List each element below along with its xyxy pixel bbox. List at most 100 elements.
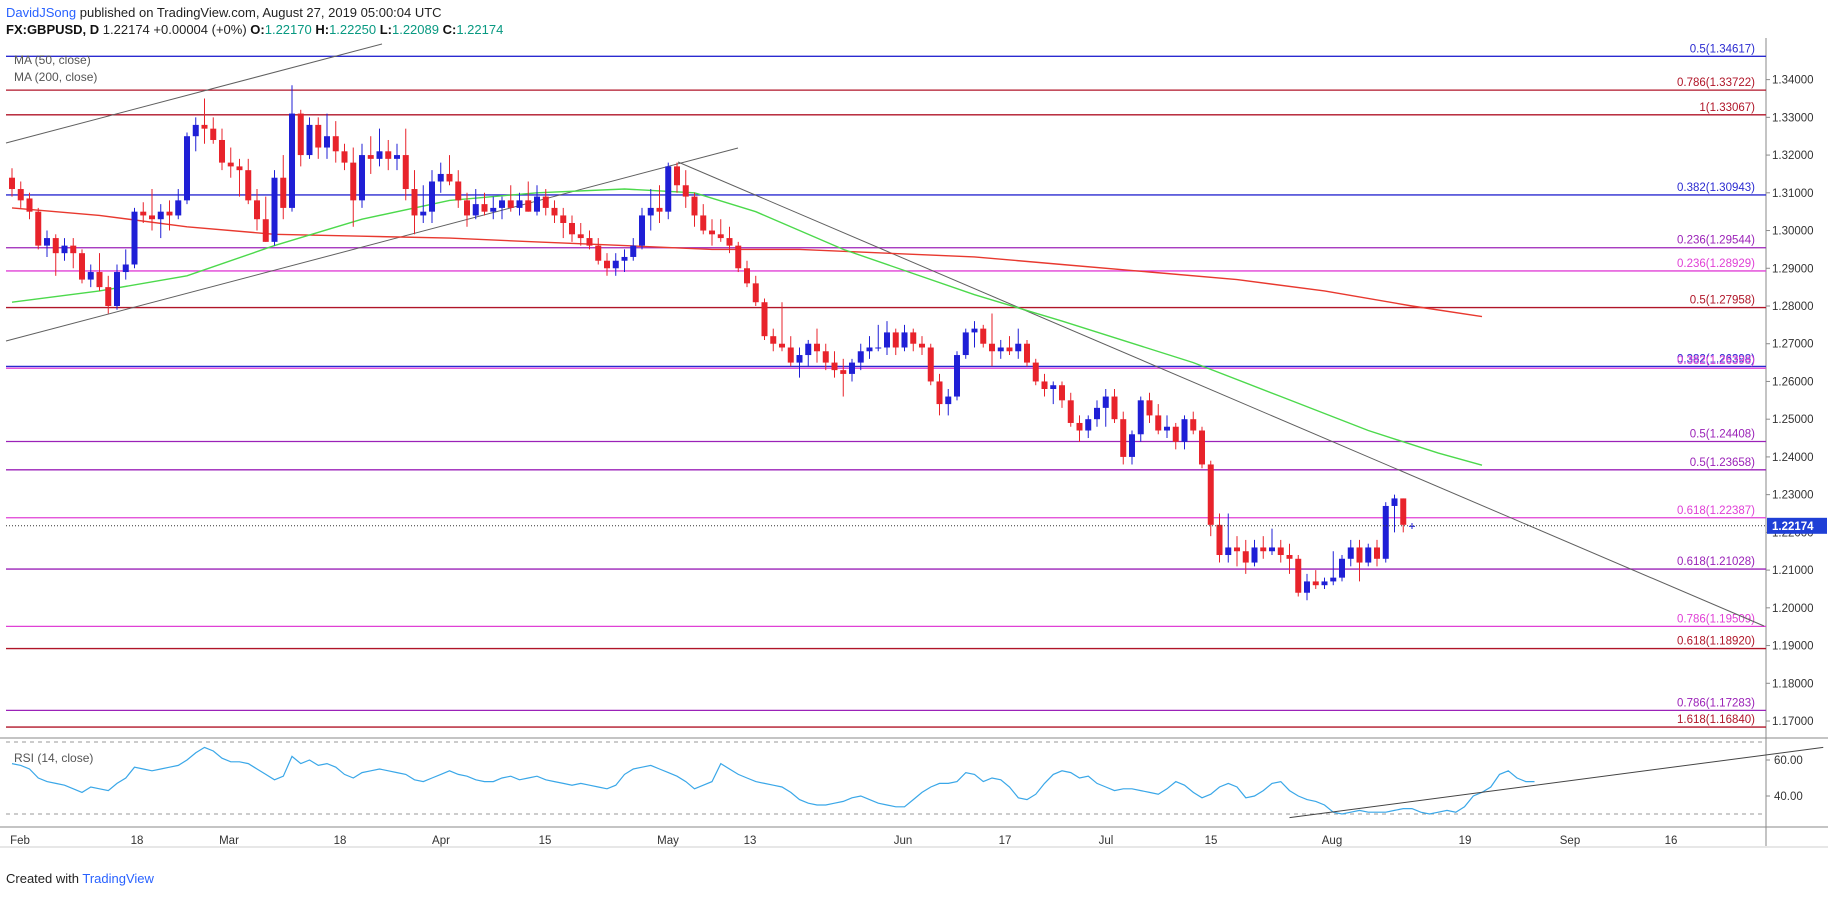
candle-body — [1234, 547, 1240, 552]
candle-body — [656, 207, 663, 212]
fib-levels: 0.5(1.34617) 0.786(1.33722) 1(1.33067) 0.38… — [6, 43, 1766, 728]
trendlines — [5, 43, 1765, 627]
candle-body — [954, 355, 960, 397]
fib-level-label: 0.382(1.26398) — [1677, 355, 1755, 367]
candle-body — [350, 162, 357, 201]
candle-body — [429, 181, 435, 212]
fib-level-label: 1(1.33067) — [1699, 102, 1755, 114]
candle-body — [875, 347, 882, 349]
time-tick-label: 17 — [999, 835, 1012, 847]
open-value: 1.22170 — [264, 22, 312, 37]
candle-body — [131, 211, 138, 265]
ma200-legend: MA (200, close) — [14, 70, 97, 84]
candle-body — [989, 343, 995, 352]
candle-body — [236, 166, 243, 171]
tradingview-logo[interactable]: TradingView — [82, 871, 154, 886]
candle-body — [1015, 343, 1022, 352]
fib-level-label: 0.618(1.22387) — [1677, 505, 1755, 517]
candle-body — [210, 128, 217, 140]
time-tick-label: 18 — [131, 835, 144, 847]
candle-body — [87, 272, 94, 280]
fib-level-label: 0.5(1.23658) — [1690, 457, 1755, 469]
candle-body — [219, 139, 225, 163]
descending-trendline — [677, 161, 1765, 627]
fib-level-label: 0.5(1.24408) — [1690, 429, 1755, 441]
ma50-line — [11, 188, 1483, 466]
candle-body — [647, 207, 654, 216]
candle-body — [1059, 385, 1065, 401]
candle-body — [1076, 422, 1083, 431]
candle-body — [1330, 577, 1337, 582]
rsi-trendline — [1289, 746, 1824, 819]
candle-body — [1006, 347, 1013, 352]
low-value: 1.22089 — [391, 22, 439, 37]
time-tick-label: May — [657, 835, 679, 847]
price-tick-label: 1.34000 — [1772, 75, 1814, 87]
candle-body — [525, 200, 532, 212]
author-link[interactable]: DavidJSong — [6, 5, 77, 20]
candle-body — [612, 260, 619, 269]
high-value: 1.22250 — [329, 22, 377, 37]
fib-level-label: 0.5(1.27958) — [1690, 295, 1755, 307]
candle-body — [472, 204, 479, 216]
candle-body — [962, 332, 969, 356]
candle-body — [376, 151, 383, 159]
time-tick-label: 18 — [334, 835, 347, 847]
time-tick-label: 16 — [1665, 835, 1678, 847]
candle-body — [1067, 400, 1074, 423]
candle-body — [1251, 547, 1258, 563]
candle-body — [1269, 547, 1275, 552]
time-tick-label: 19 — [1459, 835, 1472, 847]
candle-body — [271, 177, 278, 242]
candle-body — [166, 211, 173, 216]
rsi-pane: 60.00 40.00 — [6, 741, 1824, 819]
time-tick-label: Aug — [1322, 835, 1342, 847]
candle-body — [560, 215, 567, 223]
time-tick-label: 15 — [1205, 835, 1218, 847]
created-with-label: Created with — [6, 871, 79, 886]
candle-body — [1225, 547, 1232, 556]
candle-body — [149, 215, 155, 220]
candle-body — [411, 189, 418, 216]
price-tick-label: 1.28000 — [1772, 301, 1814, 313]
candle-body — [595, 245, 602, 261]
candle-body — [17, 189, 24, 201]
rsi-legend: RSI (14, close) — [14, 751, 93, 765]
last-price-tag — [1767, 517, 1827, 534]
candle-body — [184, 136, 190, 201]
candle-body — [604, 260, 610, 269]
fib-level-label: 0.236(1.29544) — [1677, 235, 1755, 247]
candle-body — [927, 347, 934, 382]
price-tick-label: 1.33000 — [1772, 112, 1814, 124]
candle-body — [1242, 551, 1249, 563]
candle-body — [1120, 419, 1127, 457]
footer: Created with TradingView — [6, 871, 154, 886]
candle-body — [796, 355, 803, 363]
candle-body — [341, 151, 348, 163]
candle-body — [1365, 547, 1372, 563]
candle-body — [516, 200, 523, 208]
candle-body — [1137, 400, 1144, 435]
candle-body — [105, 287, 112, 306]
candles — [6, 85, 1766, 601]
symbol-label: FX:GBPUSD, D — [6, 22, 100, 37]
price-tick-label: 1.17000 — [1772, 716, 1814, 728]
candle-body — [455, 181, 462, 201]
fib-level-label: 0.5(1.34617) — [1690, 43, 1755, 55]
fib-level-label: 0.618(1.18920) — [1677, 636, 1755, 648]
ohlc-line: FX:GBPUSD, D 1.22174 +0.00004 (+0%) O:1.… — [6, 21, 503, 38]
candle-body — [394, 155, 400, 159]
ma200-line — [11, 207, 1483, 318]
close-value: 1.22174 — [456, 22, 504, 37]
candle-body — [936, 381, 943, 405]
fib-level-label: 0.382(1.26398) — [1677, 353, 1755, 365]
candle-body — [52, 238, 59, 254]
price-tick-label: 1.31000 — [1772, 188, 1814, 200]
close-label: C: — [442, 22, 457, 37]
candle-body — [1391, 498, 1398, 506]
time-tick-label: 15 — [539, 835, 552, 847]
candle-body — [1032, 362, 1039, 382]
price-tick-label: 1.21000 — [1772, 565, 1814, 577]
candle-body — [96, 272, 103, 288]
